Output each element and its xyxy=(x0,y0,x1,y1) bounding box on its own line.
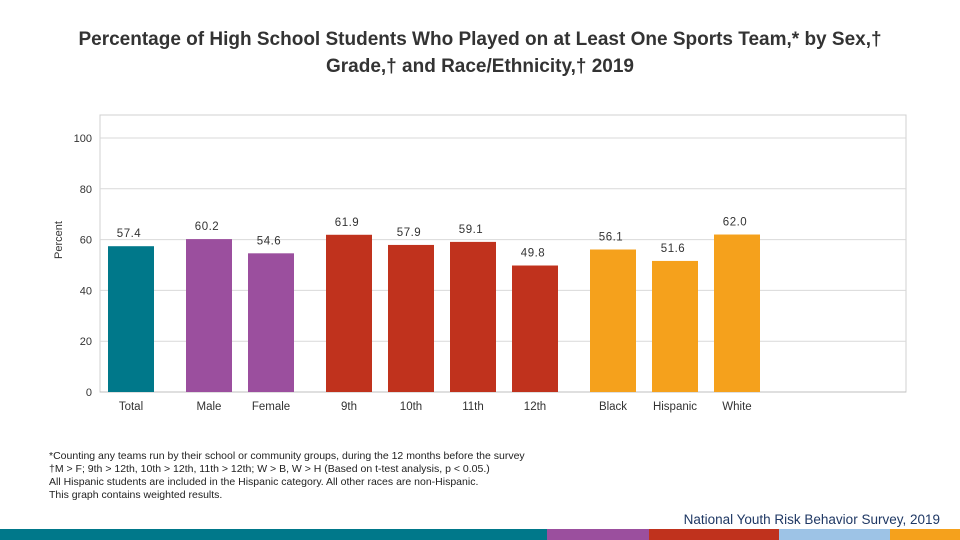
x-tick-label: 11th xyxy=(462,401,484,413)
band-segment xyxy=(27,529,548,540)
x-tick-label: Hispanic xyxy=(653,401,697,413)
footnotes: *Counting any teams run by their school … xyxy=(49,450,525,502)
bar-female xyxy=(248,253,294,392)
data-label: 60.2 xyxy=(195,221,219,233)
data-label: 59.1 xyxy=(459,224,483,236)
data-label: 57.4 xyxy=(117,228,141,240)
y-tick-label: 40 xyxy=(80,285,92,297)
x-tick-label: Black xyxy=(599,401,627,413)
bar-9th xyxy=(326,234,372,392)
bar-12th xyxy=(512,265,558,392)
x-tick-label: 10th xyxy=(400,401,422,413)
data-label: 62.0 xyxy=(723,217,747,229)
band-segment xyxy=(547,529,650,540)
x-tick-label: Total xyxy=(119,401,143,413)
footnote-4: This graph contains weighted results. xyxy=(49,489,223,501)
x-tick-label: White xyxy=(722,401,751,413)
data-label: 51.6 xyxy=(661,243,685,255)
x-tick-label: Male xyxy=(197,401,222,413)
decorative-color-band xyxy=(0,529,960,540)
bar-male xyxy=(186,239,232,392)
chart-title-line-2: Grade,† and Race/Ethnicity,† 2019 xyxy=(325,56,634,77)
source-credit: National Youth Risk Behavior Survey, 201… xyxy=(683,512,940,527)
chart-title: Percentage of High School Students Who P… xyxy=(40,26,920,80)
chart-title-line-1: Percentage of High School Students Who P… xyxy=(78,29,882,50)
data-label: 49.8 xyxy=(521,248,545,260)
bar-11th xyxy=(450,241,496,392)
y-tick-label: 60 xyxy=(80,235,92,247)
band-segment xyxy=(779,529,891,540)
footnote-3: All Hispanic students are included in th… xyxy=(49,476,479,488)
y-tick-label: 0 xyxy=(86,387,92,399)
data-label: 57.9 xyxy=(397,227,421,239)
y-tick-label: 100 xyxy=(74,133,92,145)
footnote-1: *Counting any teams run by their school … xyxy=(49,450,525,462)
x-tick-label: 9th xyxy=(341,401,357,413)
bar-chart: 0 20 40 60 80 100 Percent 57.4 Total 60.2 Male 54.6… xyxy=(53,114,907,413)
bar-total xyxy=(108,246,154,392)
x-tick-label: Female xyxy=(252,401,290,413)
y-tick-label: 20 xyxy=(80,336,92,348)
band-segment xyxy=(0,529,28,540)
y-tick-label: 80 xyxy=(80,184,92,196)
bar-black xyxy=(590,249,636,392)
bar-10th xyxy=(388,244,434,392)
y-axis-label: Percent xyxy=(53,221,65,259)
bar-white xyxy=(714,234,760,392)
data-label: 61.9 xyxy=(335,217,359,229)
bar-hispanic xyxy=(652,260,698,392)
footnote-2: †M > F; 9th > 12th, 10th > 12th, 11th > … xyxy=(49,463,490,475)
band-segment xyxy=(649,529,780,540)
band-segment xyxy=(890,529,960,540)
x-tick-label: 12th xyxy=(524,401,546,413)
data-label: 56.1 xyxy=(599,232,623,244)
data-label: 54.6 xyxy=(257,235,281,247)
